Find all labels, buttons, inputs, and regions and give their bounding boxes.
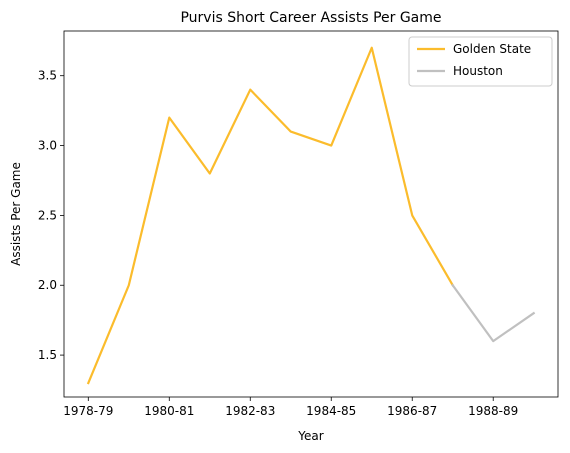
plot-frame bbox=[63, 30, 559, 398]
y-tick-label-2: 2.5 bbox=[38, 208, 57, 222]
legend-label-1: Houston bbox=[453, 64, 503, 78]
x-tick-label-0: 1978-79 bbox=[63, 404, 113, 418]
x-axis-label: Year bbox=[297, 429, 323, 443]
y-axis: 1.5 2.0 2.5 3.0 3.5 bbox=[38, 69, 64, 362]
x-tick-label-4: 1986-87 bbox=[387, 404, 437, 418]
legend: Golden State Houston bbox=[408, 36, 553, 87]
y-tick-label-1: 2.0 bbox=[38, 278, 57, 292]
series-line-1 bbox=[451, 283, 536, 343]
x-tick-label-3: 1984-85 bbox=[306, 404, 356, 418]
x-tick-label-5: 1988-89 bbox=[468, 404, 518, 418]
chart-title: Purvis Short Career Assists Per Game bbox=[180, 10, 441, 26]
y-tick-label-3: 3.0 bbox=[38, 139, 57, 153]
x-axis: 1978-79 1980-81 1982-83 1984-85 1986-87 1988-… bbox=[63, 397, 518, 418]
legend-label-0: Golden State bbox=[453, 42, 531, 56]
series-line-0 bbox=[86, 46, 455, 385]
x-tick-label-2: 1982-83 bbox=[225, 404, 275, 418]
y-tick-label-4: 3.5 bbox=[38, 69, 57, 83]
y-tick-label-0: 1.5 bbox=[38, 348, 57, 362]
series-layer bbox=[86, 46, 536, 385]
y-axis-label: Assists Per Game bbox=[9, 162, 23, 266]
x-tick-label-1: 1980-81 bbox=[144, 404, 194, 418]
